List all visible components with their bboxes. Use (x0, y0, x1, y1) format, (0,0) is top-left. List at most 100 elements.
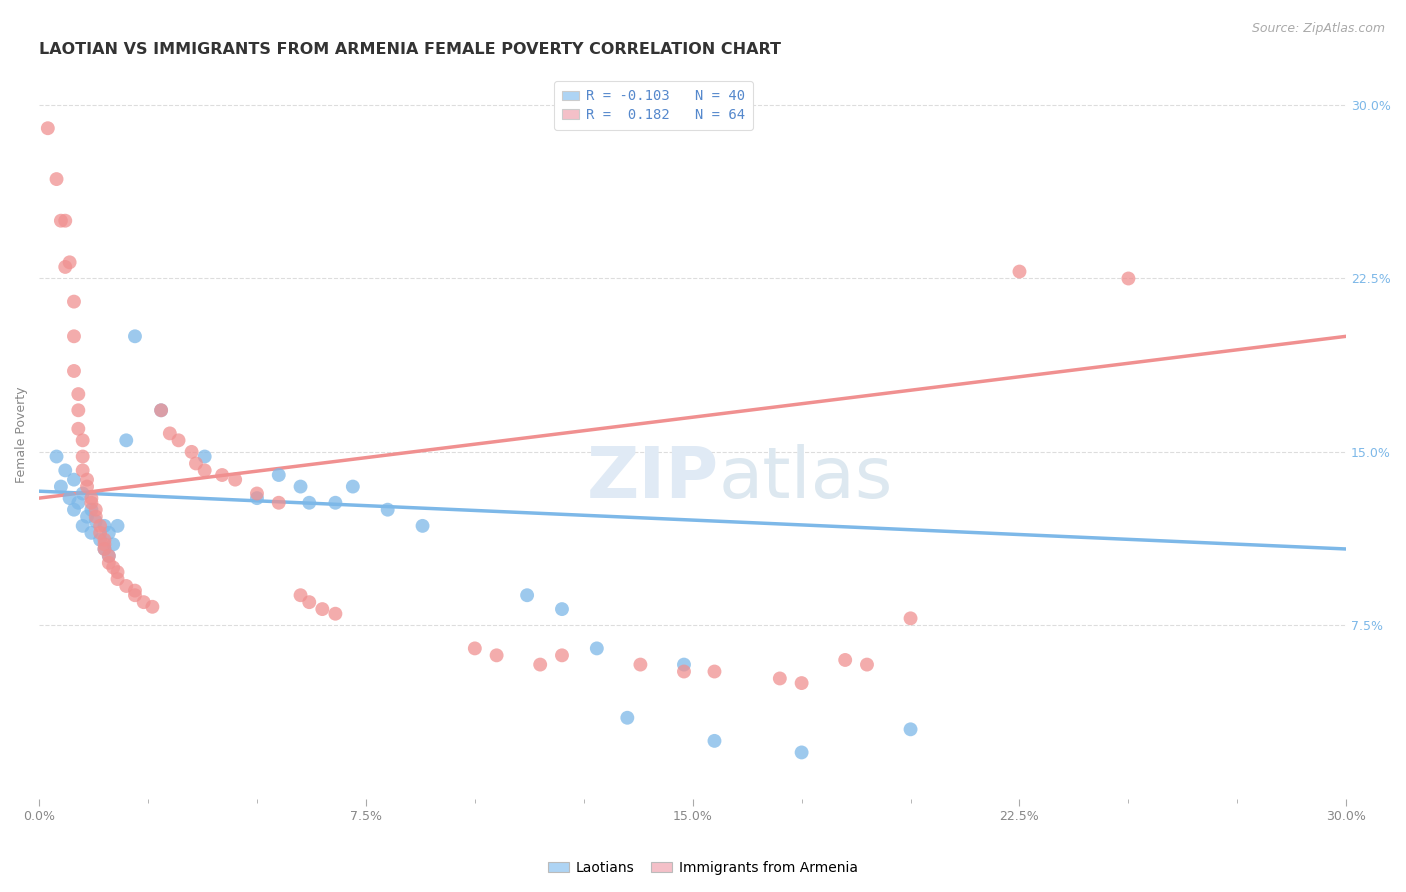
Point (63, 364, 86, 378)
Point (628, 657, 651, 672)
Point (63, 502, 86, 516)
Point (856, 657, 879, 672)
Point (53, 260, 76, 274)
Point (72, 450, 94, 464)
Point (89, 519, 111, 533)
Point (132, 595, 155, 609)
Point (93, 537, 115, 551)
Point (224, 473, 246, 487)
Point (790, 676, 813, 690)
Point (45, 450, 67, 464)
Point (150, 403, 173, 417)
Point (585, 641, 607, 656)
Point (124, 588, 146, 602)
Point (246, 486, 269, 500)
Point (115, 434, 138, 448)
Point (267, 496, 290, 510)
Point (672, 665, 695, 679)
Point (529, 657, 551, 672)
Point (107, 572, 129, 586)
Point (72, 486, 94, 500)
Legend: R = -0.103   N = 40, R =  0.182   N = 64: R = -0.103 N = 40, R = 0.182 N = 64 (554, 81, 754, 130)
Point (103, 560, 125, 574)
Point (59, 491, 82, 505)
Point (80, 525, 103, 540)
Point (551, 648, 574, 663)
Text: ZIP: ZIP (586, 443, 718, 513)
Point (325, 496, 347, 510)
Point (67, 496, 90, 510)
Point (97, 556, 120, 570)
Point (790, 746, 813, 760)
Point (516, 588, 538, 602)
Point (97, 549, 120, 563)
Legend: Laotians, Immigrants from Armenia: Laotians, Immigrants from Armenia (543, 855, 863, 880)
Point (63, 329, 86, 343)
Point (93, 541, 115, 556)
Point (298, 595, 321, 609)
Point (325, 607, 347, 621)
Point (67, 403, 90, 417)
Point (342, 479, 364, 493)
Point (834, 653, 856, 667)
Point (141, 599, 163, 614)
Point (84, 502, 107, 516)
Point (72, 519, 94, 533)
Point (900, 723, 922, 737)
Point (37, 121, 59, 136)
Point (180, 445, 202, 459)
Point (1008, 264, 1031, 278)
Text: Source: ZipAtlas.com: Source: ZipAtlas.com (1251, 22, 1385, 36)
Point (184, 457, 207, 471)
Point (900, 611, 922, 625)
Point (80, 491, 103, 505)
Point (150, 403, 173, 417)
Point (53, 463, 76, 477)
Point (80, 496, 103, 510)
Point (551, 602, 574, 616)
Point (80, 502, 103, 516)
Point (89, 525, 111, 540)
Point (103, 537, 125, 551)
Point (84, 509, 107, 524)
Point (412, 519, 434, 533)
Point (377, 502, 399, 516)
Point (84, 514, 107, 528)
Point (67, 422, 90, 436)
Point (76, 479, 98, 493)
Point (72, 434, 94, 448)
Point (63, 473, 86, 487)
Point (49, 479, 72, 493)
Point (67, 387, 90, 401)
Point (53, 213, 76, 227)
Point (76, 509, 98, 524)
Point (93, 541, 115, 556)
Point (63, 294, 86, 309)
Point (464, 641, 486, 656)
Point (703, 734, 725, 748)
Point (115, 579, 138, 593)
Point (97, 549, 120, 563)
Point (290, 479, 312, 493)
Point (45, 172, 67, 186)
Point (311, 602, 333, 616)
Point (194, 450, 217, 464)
Point (167, 434, 190, 448)
Point (194, 463, 217, 477)
Point (298, 496, 321, 510)
Point (267, 468, 290, 483)
Point (124, 583, 146, 598)
Point (672, 657, 695, 672)
Point (616, 711, 638, 725)
Point (124, 329, 146, 343)
Text: atlas: atlas (718, 443, 893, 513)
Point (703, 665, 725, 679)
Point (1118, 271, 1140, 285)
Point (93, 519, 115, 533)
Point (49, 213, 72, 227)
Point (93, 533, 115, 547)
Point (211, 468, 233, 483)
Point (290, 588, 312, 602)
Point (485, 648, 508, 663)
Point (246, 491, 269, 505)
